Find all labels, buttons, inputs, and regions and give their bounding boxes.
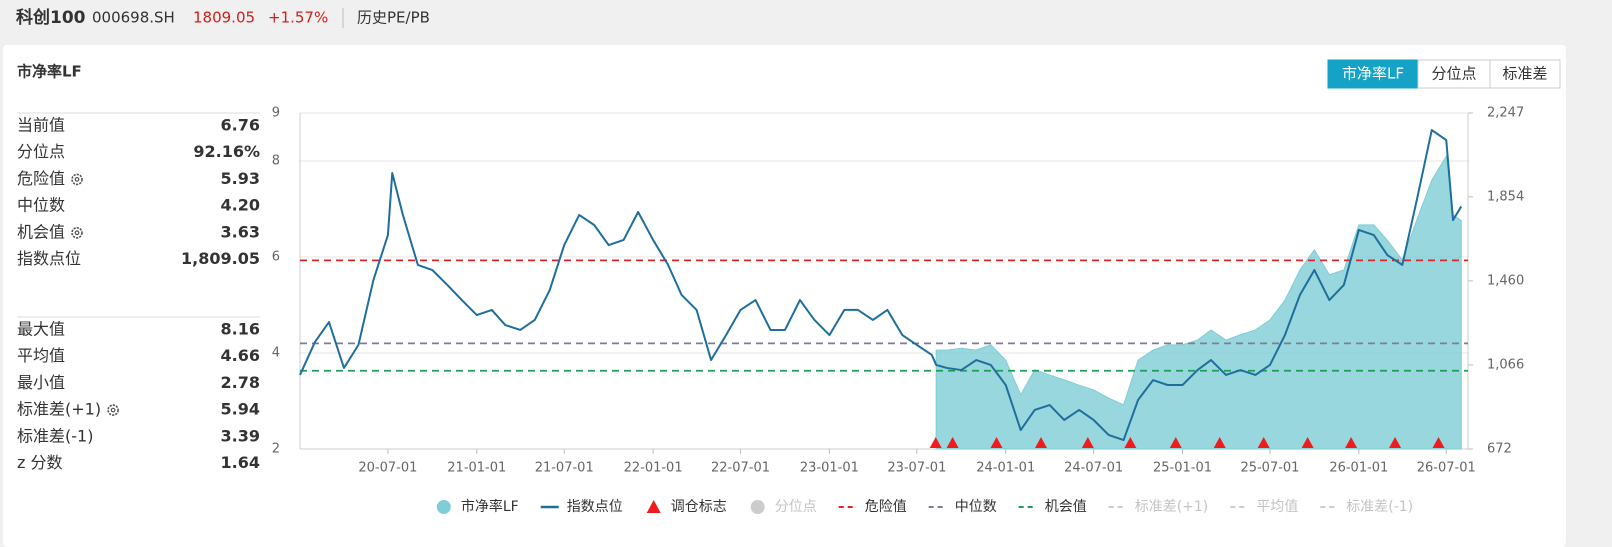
y-tick-label: 6 [272, 250, 280, 265]
stat-value: 5.93 [221, 169, 260, 188]
x-tick-label: 22-07-01 [711, 461, 770, 476]
settings-icon-core [74, 176, 80, 182]
index-code: 000698.SH [92, 9, 175, 27]
y-tick-label: 8 [272, 154, 280, 169]
rebalance-marker [1257, 437, 1270, 448]
index-price: 1809.05 [193, 9, 255, 27]
x-tick-label: 21-01-01 [447, 461, 506, 476]
rebalance-marker [946, 437, 959, 448]
x-tick-label: 25-01-01 [1153, 461, 1212, 476]
rebalance-marker [1389, 437, 1402, 448]
stat-label: 分位点 [17, 142, 65, 161]
x-tick-label: 26-07-01 [1417, 461, 1476, 476]
legend-label[interactable]: 指数点位 [567, 499, 623, 515]
y2-tick-label: 2,247 [1487, 106, 1524, 121]
legend-label[interactable]: 中位数 [955, 499, 997, 515]
x-tick-label: 24-01-01 [976, 461, 1035, 476]
rebalance-marker [990, 437, 1003, 448]
x-tick-label: 23-07-01 [887, 461, 946, 476]
stat-value: 2.78 [221, 373, 260, 392]
stat-label: 最大值 [17, 320, 65, 339]
stat-value: 4.20 [221, 196, 260, 215]
legend-symbol[interactable] [436, 500, 451, 514]
legend-label[interactable]: 市净率LF [461, 498, 519, 515]
stat-value: 4.66 [221, 346, 260, 365]
legend-label[interactable]: 标准差(-1) [1346, 499, 1413, 515]
x-tick-label: 22-01-01 [624, 461, 683, 476]
legend-symbol[interactable] [646, 500, 661, 513]
stat-value: 1.64 [221, 453, 260, 472]
stat-label: 机会值 [17, 222, 65, 241]
legend-label[interactable]: 平均值 [1256, 499, 1298, 515]
rebalance-marker [1169, 437, 1182, 448]
index-change: +1.57% [268, 9, 328, 27]
stat-label: 指数点位 [17, 249, 81, 268]
stat-label: z 分数 [17, 453, 63, 472]
tab-label[interactable]: 标准差 [1502, 65, 1547, 83]
y2-tick-label: 1,066 [1487, 357, 1524, 372]
settings-icon[interactable] [71, 173, 83, 186]
rebalance-marker [1124, 437, 1137, 448]
tab-label[interactable]: 市净率LF [1342, 65, 1404, 83]
legend-label[interactable]: 危险值 [865, 499, 907, 515]
rebalance-marker [1301, 437, 1314, 448]
legend-label[interactable]: 机会值 [1045, 499, 1087, 515]
stat-value: 1,809.05 [181, 249, 260, 268]
legend-symbol[interactable] [750, 500, 765, 514]
rebalance-marker [1213, 437, 1226, 448]
y-tick-label: 9 [272, 106, 280, 121]
stat-label: 标准差(+1) [17, 400, 101, 419]
stat-value: 5.94 [221, 400, 260, 419]
y-tick-label: 4 [272, 346, 280, 361]
panel-title: 市净率LF [17, 63, 82, 81]
settings-icon[interactable] [107, 404, 119, 416]
rebalance-marker [1081, 437, 1094, 448]
settings-icon-core [74, 230, 80, 236]
y2-tick-label: 672 [1487, 442, 1512, 457]
tab-label[interactable]: 分位点 [1431, 65, 1476, 83]
tab[interactable] [1417, 59, 1491, 89]
tab[interactable] [1489, 59, 1561, 89]
stat-label: 当前值 [17, 116, 65, 135]
y2-tick-label: 1,460 [1487, 273, 1524, 288]
rebalance-marker [1345, 437, 1358, 448]
x-tick-label: 20-07-01 [358, 461, 417, 476]
stat-value: 8.16 [221, 320, 260, 339]
settings-icon[interactable] [71, 227, 83, 239]
stat-label: 标准差(-1) [17, 426, 93, 445]
rebalance-marker [929, 437, 942, 448]
settings-icon-core [110, 407, 116, 413]
rebalance-marker [1034, 437, 1047, 448]
stat-value: 6.76 [221, 116, 260, 135]
index-name: 科创100 [16, 7, 86, 28]
x-tick-label: 25-07-01 [1240, 461, 1299, 476]
x-tick-label: 24-07-01 [1064, 461, 1123, 476]
legend-label[interactable]: 调仓标志 [671, 499, 727, 515]
y2-tick-label: 1,854 [1487, 189, 1524, 204]
legend-label[interactable]: 标准差(+1) [1135, 499, 1209, 515]
stat-label: 中位数 [17, 196, 65, 215]
stat-label: 最小值 [17, 373, 65, 392]
x-tick-label: 21-07-01 [535, 461, 594, 476]
x-tick-label: 26-01-01 [1329, 461, 1388, 476]
stat-value: 3.63 [221, 222, 260, 241]
top-bar [0, 0, 1612, 45]
y-tick-label: 2 [272, 442, 280, 457]
rebalance-marker [1432, 437, 1445, 448]
stat-label: 平均值 [17, 346, 65, 365]
pb-area [935, 154, 1462, 450]
page-title[interactable]: 历史PE/PB [357, 9, 430, 27]
legend-label[interactable]: 分位点 [775, 499, 817, 515]
index-line [299, 129, 1463, 442]
stat-value: 92.16% [193, 142, 260, 161]
x-tick-label: 23-01-01 [800, 461, 859, 476]
stat-value: 3.39 [221, 426, 260, 445]
stat-label: 危险值 [17, 169, 65, 188]
